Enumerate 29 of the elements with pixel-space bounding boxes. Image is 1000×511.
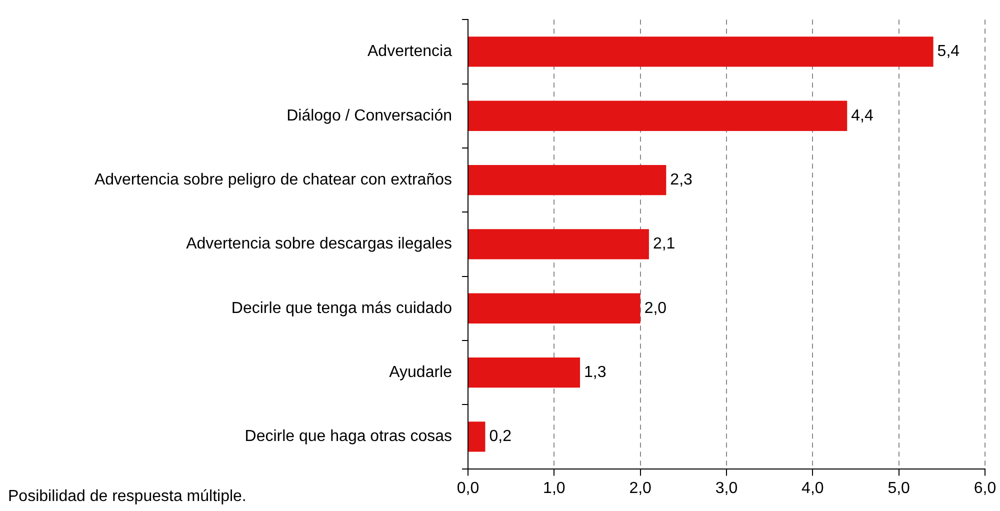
data-label: 1,3: [584, 364, 606, 381]
x-tick-label: 6,0: [974, 480, 996, 497]
data-label: 0,2: [489, 428, 512, 446]
x-tick-label: 5,0: [888, 480, 910, 497]
data-label: 2,3: [670, 171, 693, 188]
y-tick-label: Advertencia sobre descargas ilegales: [186, 236, 452, 253]
data-label: 4,4: [851, 107, 874, 124]
data-label: 5,4: [937, 43, 960, 60]
bar: [468, 422, 486, 452]
x-tick-label: 1,0: [543, 480, 566, 497]
x-tick-label: 0,0: [456, 480, 480, 497]
y-tick-label: Advertencia: [368, 43, 452, 60]
bar: [468, 357, 580, 388]
y-tick-label: Decirle que tenga más cuidado: [231, 300, 452, 317]
bar: [468, 229, 649, 260]
y-tick-label: Diálogo / Conversación: [286, 107, 452, 124]
data-label: 2,1: [652, 236, 676, 253]
bar: [468, 293, 640, 324]
bar: [468, 36, 934, 67]
bar: [468, 164, 666, 196]
y-tick-label: Advertencia sobre peligro de chatear con extraños: [94, 171, 452, 188]
x-tick-label: 3,0: [715, 480, 738, 497]
y-tick-label: Ayudarle: [389, 364, 452, 381]
y-tick-label: Decirle que haga otras cosas: [244, 428, 452, 446]
x-tick-label: 2,0: [629, 480, 652, 497]
bar: [468, 100, 848, 131]
text: Posibilidad de respuesta múltiple.: [8, 488, 246, 506]
data-label: 2,0: [644, 300, 667, 317]
x-tick-label: 4,0: [802, 480, 824, 497]
